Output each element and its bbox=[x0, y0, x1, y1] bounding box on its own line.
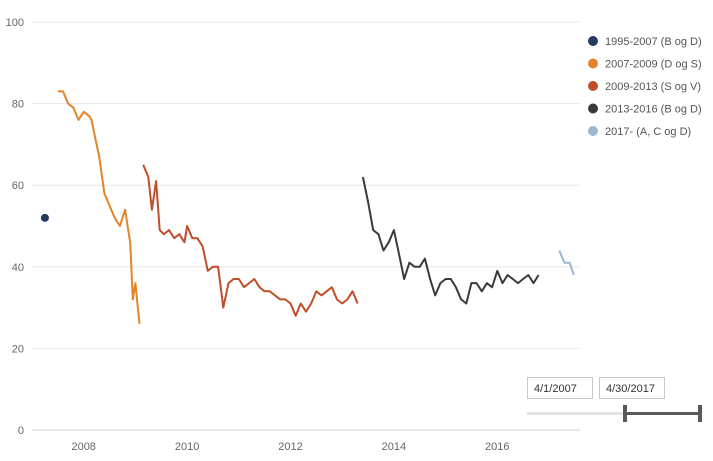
legend-marker bbox=[588, 58, 598, 69]
legend-marker bbox=[588, 103, 598, 114]
legend-label: 1995-2007 (B og D) bbox=[605, 36, 702, 48]
x-axis-ticks: 2008 2010 2012 2014 2016 bbox=[71, 441, 509, 453]
series-line-1[interactable] bbox=[57, 90, 141, 324]
series-line-4[interactable] bbox=[558, 250, 575, 276]
slider-end-handle[interactable] bbox=[698, 405, 702, 422]
legend: 1995-2007 (B og D) 2007-2009 (D og S) 2009… bbox=[588, 36, 702, 138]
legend-label: 2009-2013 (S og V) bbox=[605, 81, 701, 93]
y-tick-label: 20 bbox=[12, 343, 24, 355]
x-tick-label: 2014 bbox=[382, 441, 406, 453]
x-tick-label: 2008 bbox=[71, 441, 95, 453]
x-tick-label: 2010 bbox=[175, 441, 199, 453]
y-tick-label: 40 bbox=[12, 262, 24, 274]
legend-label: 2007-2009 (D og S) bbox=[605, 59, 702, 71]
slider-start-handle[interactable] bbox=[623, 405, 627, 422]
gridlines bbox=[32, 21, 580, 431]
series-layer bbox=[40, 90, 575, 324]
legend-marker bbox=[588, 126, 598, 136]
legend-marker bbox=[588, 36, 598, 46]
legend-label: 2013-2016 (B og D) bbox=[605, 104, 702, 116]
date-range-slider-track[interactable] bbox=[527, 412, 627, 415]
end-date-input[interactable]: 4/30/2017 bbox=[599, 377, 665, 399]
x-tick-label: 2016 bbox=[485, 441, 509, 453]
y-tick-label: 0 bbox=[18, 425, 24, 437]
legend-marker bbox=[588, 81, 598, 91]
series-line-2[interactable] bbox=[142, 164, 359, 317]
y-tick-label: 100 bbox=[6, 17, 24, 29]
legend-label: 2017- (A, C og D) bbox=[605, 126, 691, 138]
x-tick-label: 2012 bbox=[278, 441, 302, 453]
date-range-slider-selected[interactable] bbox=[625, 412, 700, 415]
series-point-0[interactable] bbox=[40, 213, 49, 222]
y-tick-label: 60 bbox=[12, 180, 24, 192]
series-line-3[interactable] bbox=[361, 176, 540, 305]
legend-item[interactable]: 2013-2016 (B og D) bbox=[588, 103, 702, 116]
start-date-input[interactable]: 4/1/2007 bbox=[527, 377, 593, 399]
y-tick-label: 80 bbox=[12, 99, 24, 111]
y-axis-ticks: 0 20 40 60 80 100 bbox=[6, 17, 24, 437]
legend-item[interactable]: 2007-2009 (D og S) bbox=[588, 58, 702, 71]
legend-item[interactable]: 1995-2007 (B og D) bbox=[588, 36, 702, 48]
legend-item[interactable]: 2009-2013 (S og V) bbox=[588, 81, 701, 93]
legend-item[interactable]: 2017- (A, C og D) bbox=[588, 126, 691, 138]
